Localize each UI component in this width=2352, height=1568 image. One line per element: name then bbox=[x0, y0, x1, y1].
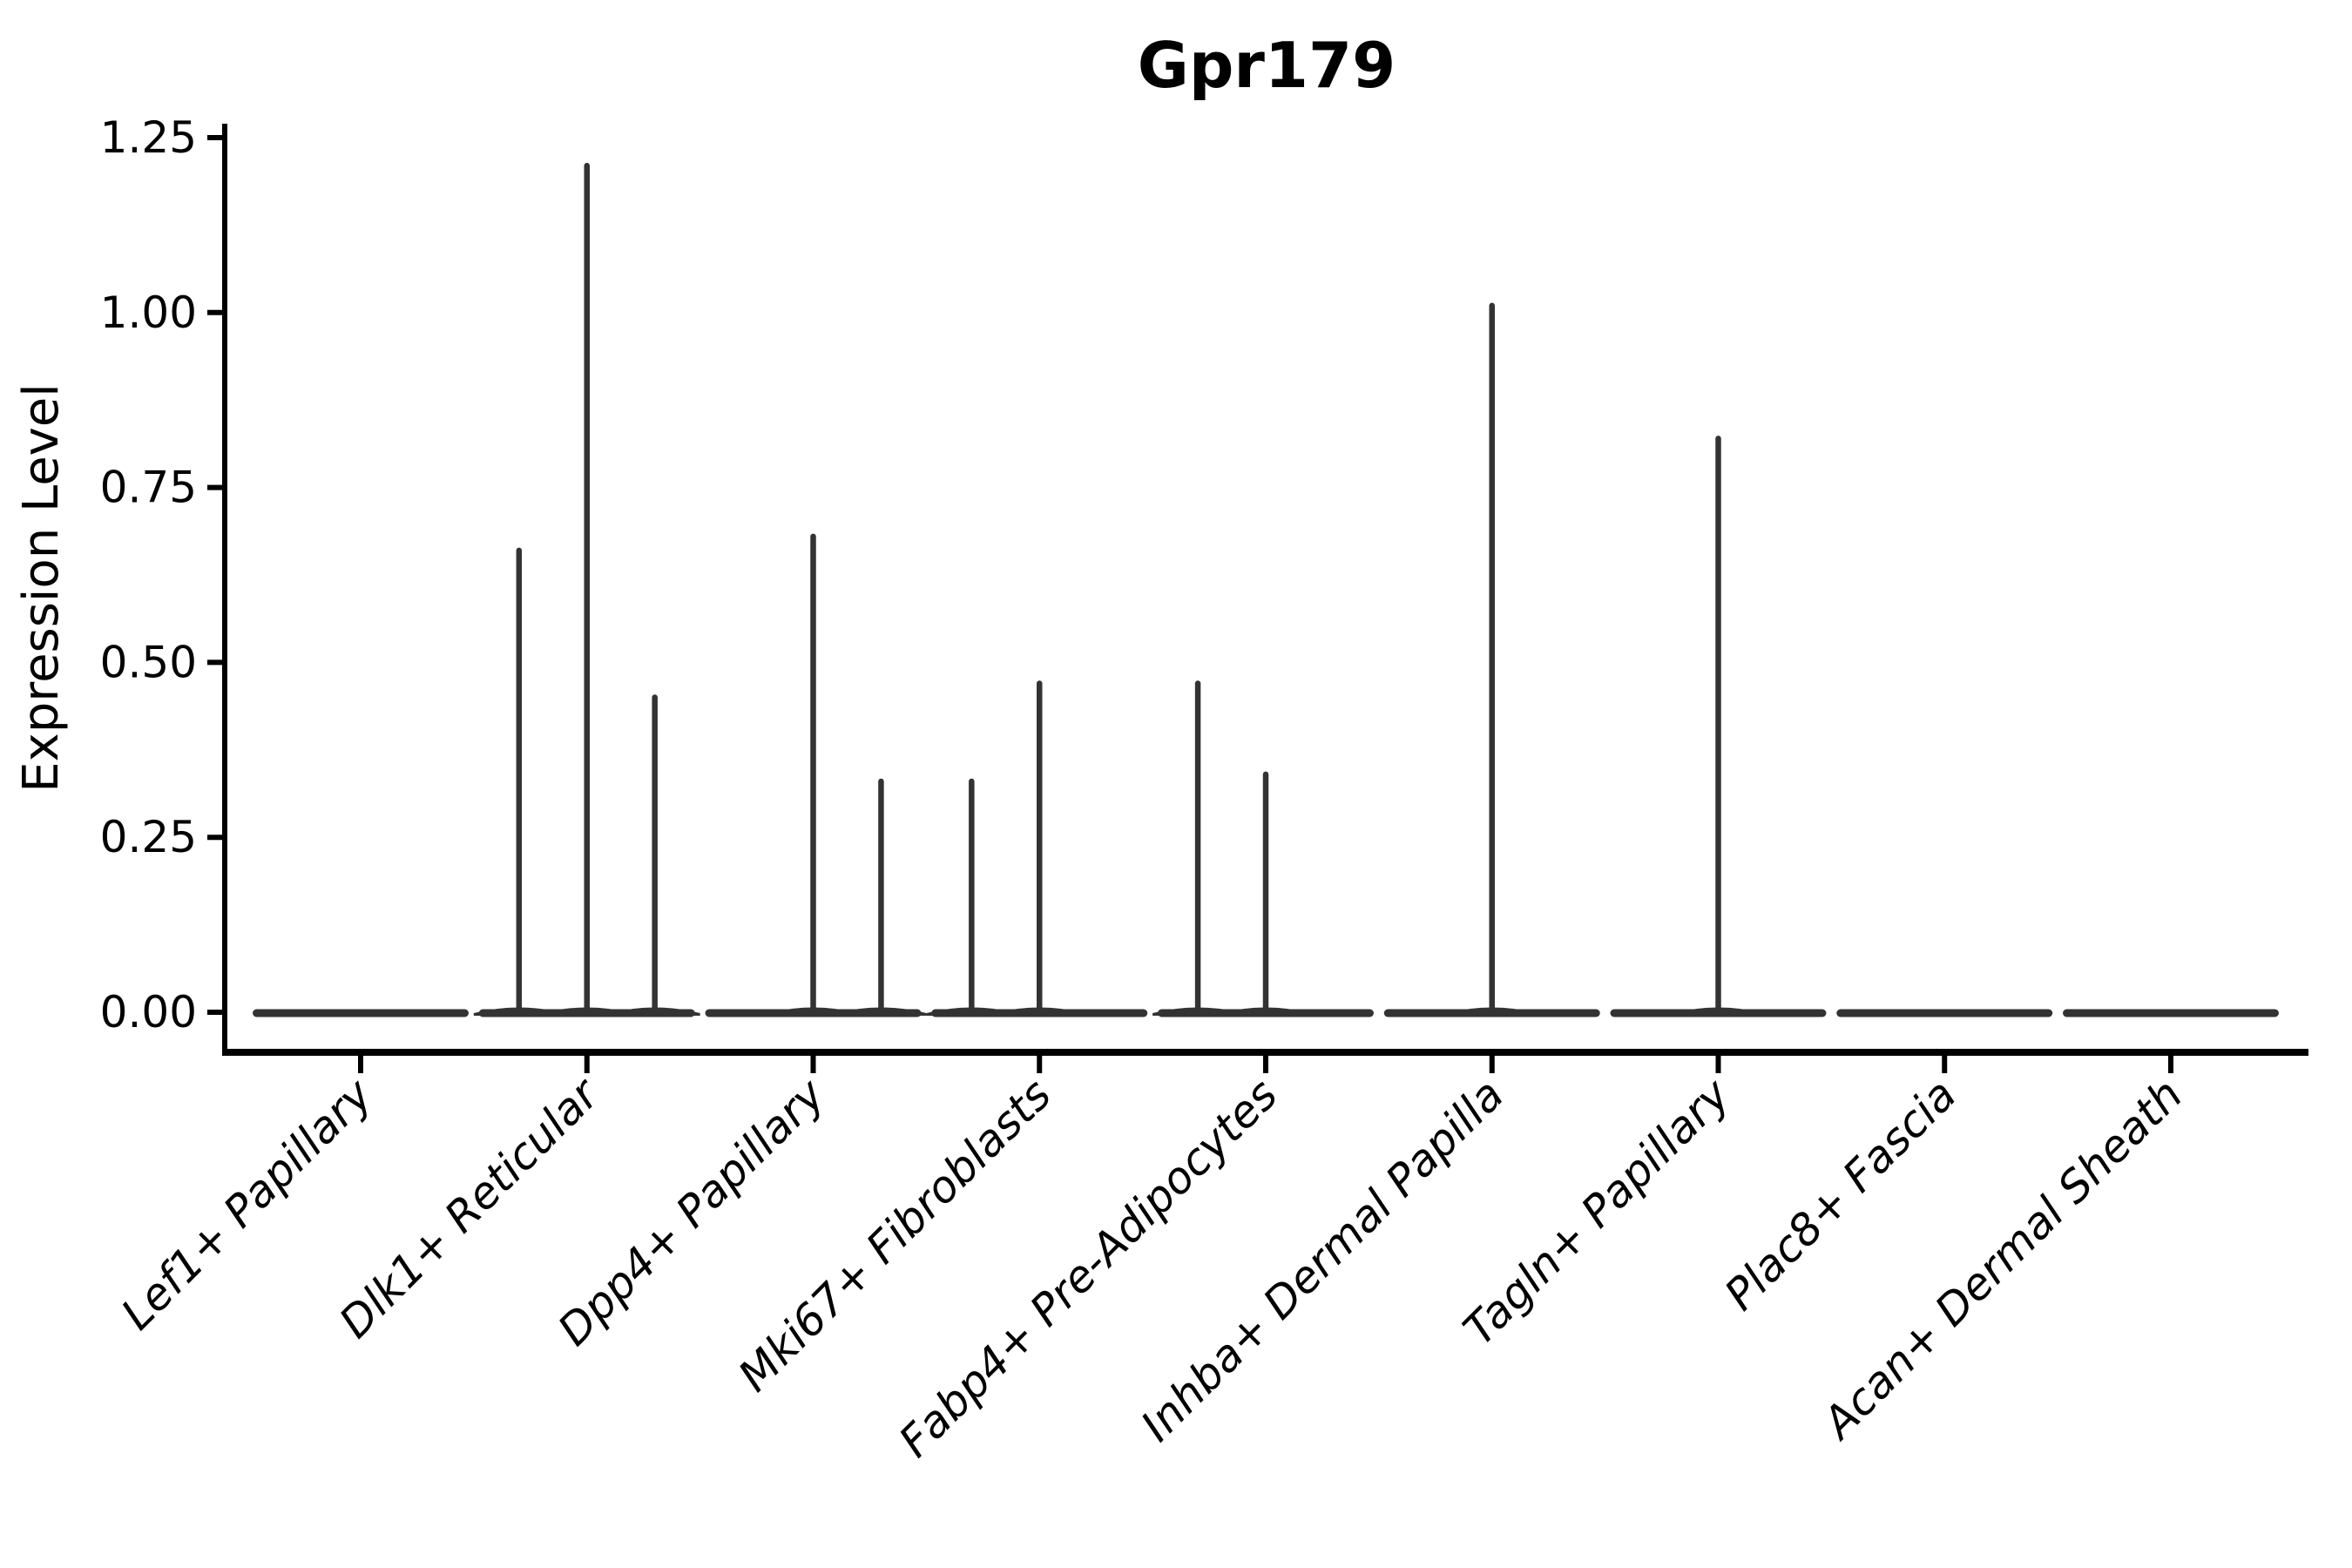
y-axis-ticks: 0.00 0.25 0.50 0.75 1.00 1.25 bbox=[100, 112, 225, 1037]
x-tick-label: Acan+ Dermal Sheath bbox=[1812, 1069, 2193, 1450]
violin bbox=[1610, 436, 1827, 1017]
violins bbox=[253, 162, 2279, 1017]
violin bbox=[705, 533, 927, 1017]
y-tick-label: 0.50 bbox=[100, 637, 197, 687]
y-tick-label: 0.75 bbox=[100, 463, 197, 513]
chart-title: Gpr179 bbox=[1138, 29, 1396, 102]
violin bbox=[1152, 680, 1374, 1017]
violin bbox=[926, 680, 1148, 1017]
x-tick-label: Fabp4+ Pre-Adipocytes bbox=[889, 1069, 1288, 1467]
y-tick-label: 0.25 bbox=[100, 812, 197, 862]
violin bbox=[473, 162, 700, 1017]
y-axis-label: Expression Level bbox=[13, 383, 70, 793]
x-tick-label: Plac8+ Fascia bbox=[1715, 1069, 1966, 1320]
y-tick-label: 1.25 bbox=[100, 112, 197, 163]
y-tick-label: 0.00 bbox=[100, 987, 197, 1037]
y-tick-label: 1.00 bbox=[100, 287, 197, 338]
x-tick-label: Inhba+ Dermal Papilla bbox=[1132, 1069, 1513, 1450]
violin bbox=[1383, 302, 1600, 1017]
